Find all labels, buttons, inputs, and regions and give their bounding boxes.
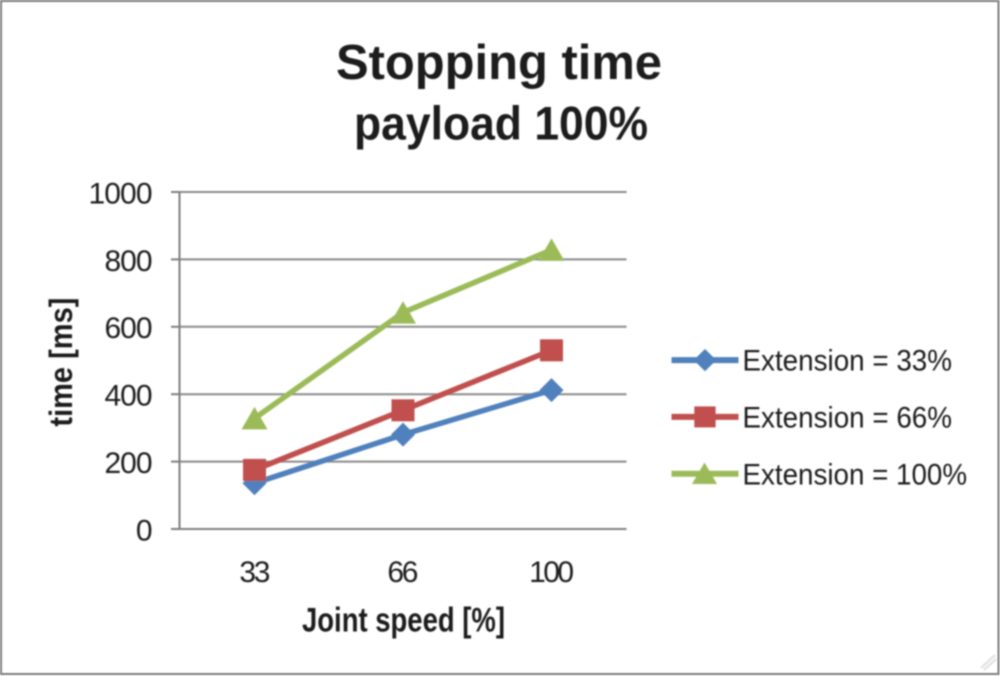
svg-text:33: 33 [239, 556, 270, 589]
svg-text:time [ms]: time [ms] [43, 298, 79, 427]
svg-text:800: 800 [105, 245, 153, 278]
svg-text:200: 200 [105, 447, 153, 480]
svg-text:payload 100%: payload 100% [354, 97, 648, 150]
svg-text:Extension = 100%: Extension = 100% [743, 458, 968, 491]
svg-text:Stopping time: Stopping time [336, 36, 662, 90]
svg-text:100: 100 [529, 556, 574, 589]
svg-text:0: 0 [136, 514, 153, 547]
svg-text:Joint speed [%]: Joint speed [%] [302, 602, 505, 640]
svg-text:Extension = 33%: Extension = 33% [743, 345, 953, 378]
svg-text:400: 400 [105, 380, 153, 413]
svg-text:Extension = 66%: Extension = 66% [743, 402, 953, 435]
svg-text:66: 66 [387, 556, 418, 589]
svg-text:1000: 1000 [89, 177, 153, 210]
svg-text:600: 600 [105, 312, 153, 345]
